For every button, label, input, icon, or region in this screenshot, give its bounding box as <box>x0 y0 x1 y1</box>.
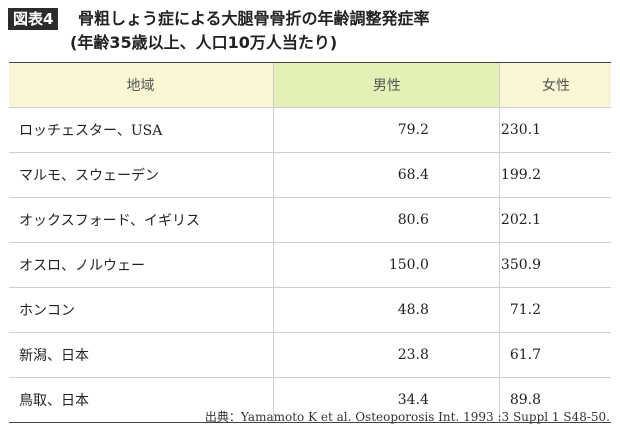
cell-female: 230.1 <box>498 107 611 153</box>
source-citation: 出典：Yamamoto K et al. Osteoporosis Int. 1… <box>204 410 610 424</box>
figure-badge: 図表4 <box>8 8 59 30</box>
table-row: マルモ、スウェーデン 68.4 199.2 <box>9 152 611 198</box>
cell-region: ホンコン <box>9 287 274 333</box>
column-header-male: 男性 <box>272 62 500 108</box>
table-row: オックスフォード、イギリス 80.6 202.1 <box>9 197 611 243</box>
title-line-1: 骨粗しょう症による大腿骨骨折の年齢調整発症率 <box>78 9 430 28</box>
cell-female: 350.9 <box>498 242 611 288</box>
cell-region: ロッチェスター、USA <box>9 107 274 153</box>
cell-region: 鳥取、日本 <box>9 377 274 423</box>
cell-male: 80.6 <box>272 197 500 243</box>
table-row: オスロ、ノルウェー 150.0 350.9 <box>9 242 611 288</box>
cell-male: 34.4 <box>272 377 500 423</box>
cell-female: 202.1 <box>498 197 611 243</box>
cell-region: マルモ、スウェーデン <box>9 152 274 198</box>
cell-male: 150.0 <box>272 242 500 288</box>
incidence-table: 地域 男性 女性 ロッチェスター、USA 79.2 230.1 マルモ、スウェー… <box>9 62 611 423</box>
table-row: ロッチェスター、USA 79.2 230.1 <box>9 107 611 153</box>
column-header-region: 地域 <box>9 62 274 108</box>
table-header-row: 地域 男性 女性 <box>9 62 611 108</box>
cell-female: 71.2 <box>498 287 611 333</box>
cell-region: 新潟、日本 <box>9 332 274 378</box>
cell-female: 61.7 <box>498 332 611 378</box>
cell-female: 199.2 <box>498 152 611 198</box>
figure-title: 図表4 骨粗しょう症による大腿骨骨折の年齢調整発症率 (年齢35歳以上、人口10… <box>8 6 612 58</box>
cell-region: オスロ、ノルウェー <box>9 242 274 288</box>
column-header-female: 女性 <box>498 62 611 108</box>
cell-male: 23.8 <box>272 332 500 378</box>
cell-male: 79.2 <box>272 107 500 153</box>
title-line-2: (年齢35歳以上、人口10万人当たり) <box>70 33 338 52</box>
table-row: 新潟、日本 23.8 61.7 <box>9 332 611 378</box>
cell-female: 89.8 <box>498 377 611 423</box>
cell-region: オックスフォード、イギリス <box>9 197 274 243</box>
cell-male: 68.4 <box>272 152 500 198</box>
cell-male: 48.8 <box>272 287 500 333</box>
table-row: 鳥取、日本 34.4 89.8 <box>9 377 611 423</box>
table-row: ホンコン 48.8 71.2 <box>9 287 611 333</box>
